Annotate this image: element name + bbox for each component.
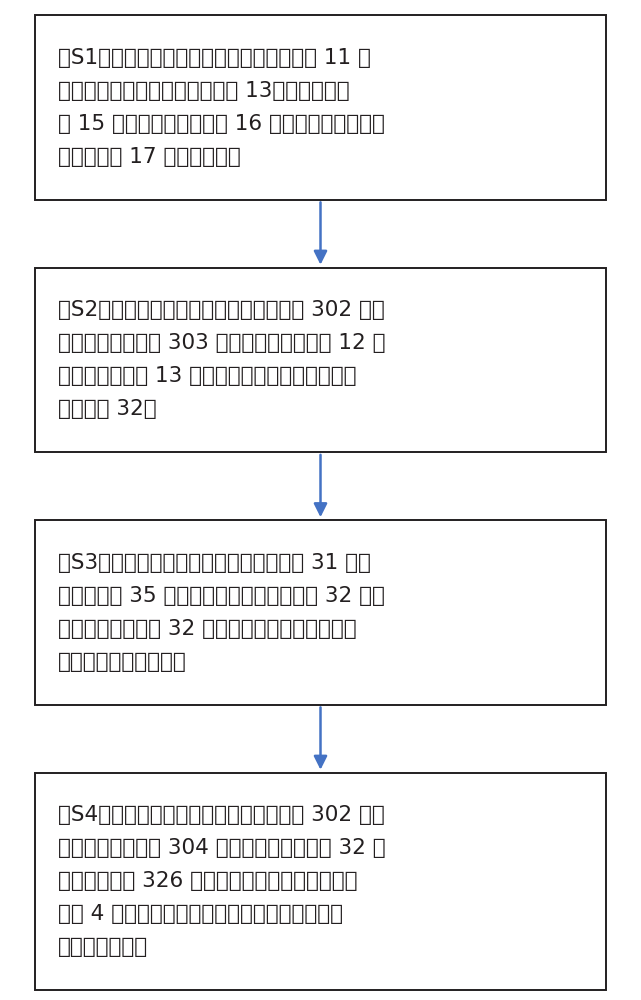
Text: 充磁收集过程。: 充磁收集过程。	[58, 937, 149, 957]
Text: 错开机构 32；: 错开机构 32；	[58, 399, 157, 419]
Bar	[35, 15, 606, 200]
Text: （S4）汝铁硼永磁体下料：搬移驱动组件 302 动作: （S4）汝铁硼永磁体下料：搬移驱动组件 302 动作	[58, 805, 385, 825]
Text: （S1）汝铁硼永磁体上料：振动盘上料机构 11 将: （S1）汝铁硼永磁体上料：振动盘上料机构 11 将	[58, 48, 371, 68]
Text: 汝铁硼永磁体上料至上料收集盘 13；错开推动气: 汝铁硼永磁体上料至上料收集盘 13；错开推动气	[58, 81, 350, 101]
Bar	[35, 520, 606, 705]
Text: 将贴合下板 35 下表面贴合至分料错开机构 32 上表: 将贴合下板 35 下表面贴合至分料错开机构 32 上表	[58, 586, 385, 606]
Text: 带动第一吸取组件 303 运动到上料错开机构 12 位: 带动第一吸取组件 303 运动到上料错开机构 12 位	[58, 333, 386, 353]
Text: 推动板滑槽 17 相对齐位置；: 推动板滑槽 17 相对齐位置；	[58, 147, 241, 167]
Text: （S2）汝铁硼永磁体搬移：搬移驱动组件 302 动作: （S2）汝铁硼永磁体搬移：搬移驱动组件 302 动作	[58, 300, 385, 320]
Text: 置将上料收集盘 13 中的汝铁硼永磁体搬移至分料: 置将上料收集盘 13 中的汝铁硼永磁体搬移至分料	[58, 366, 357, 386]
Text: 置将分料凹槽 326 中的汝铁硼永磁体搬移至下料: 置将分料凹槽 326 中的汝铁硼永磁体搬移至下料	[58, 871, 358, 891]
Text: 面，分料错开机构 32 动作将多个汝铁硼永磁体按: 面，分料错开机构 32 动作将多个汝铁硼永磁体按	[58, 619, 357, 639]
Text: （S3）汝铁硼永磁体分料：表面贴合机构 31 动作: （S3）汝铁硼永磁体分料：表面贴合机构 31 动作	[58, 553, 371, 573]
Text: 装置 4 中的充磁架中进行下料完成汝铁硼永磁体: 装置 4 中的充磁架中进行下料完成汝铁硼永磁体	[58, 904, 344, 924]
Bar	[35, 268, 606, 452]
Text: 带动第二吸取组件 304 运动到分料错开机构 32 位: 带动第二吸取组件 304 运动到分料错开机构 32 位	[58, 838, 386, 858]
Bar	[35, 773, 606, 990]
Text: 缸 15 动作带动错开推动板 16 运动至收集盘凹槽与: 缸 15 动作带动错开推动板 16 运动至收集盘凹槽与	[58, 114, 385, 134]
Text: 照设定方式错开排列；: 照设定方式错开排列；	[58, 652, 187, 672]
